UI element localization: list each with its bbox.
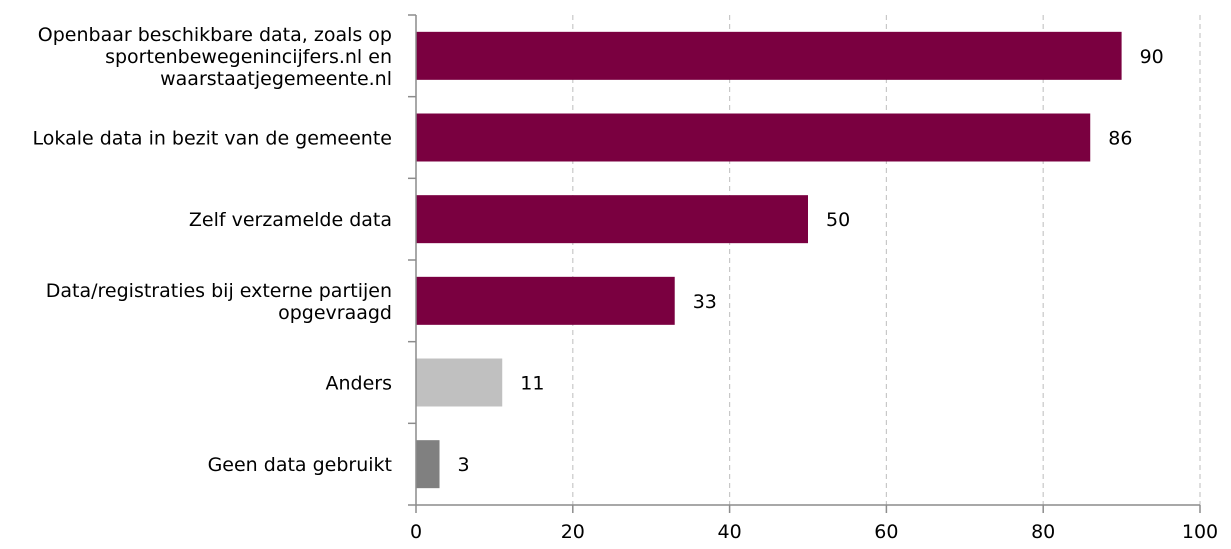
x-tick-label-0: 0	[410, 521, 422, 543]
category-label-line: Geen data gebruikt	[208, 454, 392, 476]
category-label-line: Zelf verzamelde data	[189, 209, 392, 231]
category-label-line: Anders	[326, 373, 393, 395]
x-tick-label-60: 60	[874, 521, 898, 543]
data-label-1: 90	[1140, 46, 1164, 68]
category-label-3: Zelf verzamelde data	[189, 209, 392, 231]
category-label-line: sportenbewegenincijfers.nl en	[105, 46, 392, 68]
data-label-6: 3	[458, 454, 470, 476]
category-label-line: opgevraagd	[278, 302, 392, 324]
category-label-2: Lokale data in bezit van de gemeente	[33, 128, 392, 150]
category-label-line: Data/registraties bij externe partijen	[46, 280, 392, 302]
gridlines	[572, 15, 1201, 505]
x-tick-label-100: 100	[1182, 521, 1218, 543]
bar-6	[416, 440, 440, 489]
category-label-6: Geen data gebruikt	[208, 454, 392, 476]
category-label-1: Openbaar beschikbare data, zoals op sport…	[38, 24, 392, 90]
x-tick-label-40: 40	[718, 521, 742, 543]
category-label-line: Openbaar beschikbare data, zoals op	[38, 24, 392, 46]
x-tick-label-20: 20	[561, 521, 585, 543]
data-label-3: 50	[826, 209, 850, 231]
bar-4	[416, 276, 675, 325]
bars	[416, 31, 1122, 489]
bar-1	[416, 31, 1122, 80]
bar-2	[416, 113, 1091, 162]
labels: 90 86 50 33 11 3 Openbaar beschikbare data, zo…	[33, 24, 1219, 543]
category-label-line: waarstaatjegemeente.nl	[160, 68, 392, 90]
data-label-5: 11	[520, 373, 544, 395]
bar-3	[416, 195, 808, 244]
data-label-4: 33	[693, 291, 717, 313]
bar-5	[416, 358, 503, 407]
category-label-4: Data/registraties bij externe partijen op…	[46, 280, 392, 324]
data-label-2: 86	[1108, 128, 1132, 150]
category-label-line: Lokale data in bezit van de gemeente	[33, 128, 392, 150]
category-label-5: Anders	[326, 373, 393, 395]
x-tick-label-80: 80	[1031, 521, 1055, 543]
axes	[408, 14, 1201, 513]
